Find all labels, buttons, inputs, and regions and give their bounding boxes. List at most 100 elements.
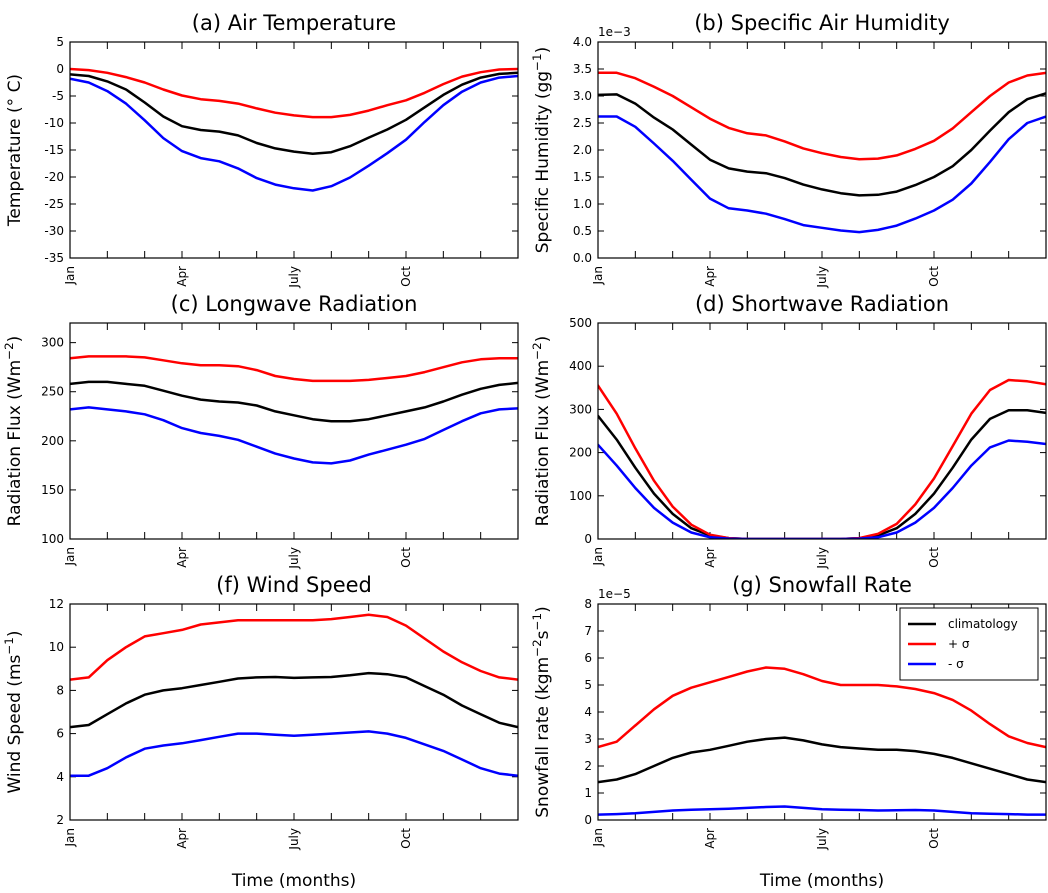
y-tick-label: 300 [569,402,592,416]
x-tick-label: Apr [175,266,189,287]
x-tick-label: Jan [63,828,77,848]
y-tick-label: 200 [41,434,64,448]
series-line-plus-sigma [598,666,1046,749]
series-line-climatology [598,92,1046,197]
legend-label: - σ [948,657,964,671]
y-tick-label: 2.5 [573,116,592,130]
x-tick-label: Jan [63,266,77,286]
chart-title: (d) Shortwave Radiation [695,292,949,316]
axis-multiplier: 1e−5 [598,587,631,601]
chart-panel-air-temperature: (a) Air Temperature 5 0 -5 -10 -15 -20 -25 -30 -3… [5,11,519,289]
x-tick-label: Jan [591,547,605,567]
y-tick-label: 3 [584,732,592,746]
y-tick-label: 0.0 [573,251,592,265]
x-axis-label: Time (months) [759,871,884,891]
series-line-minus-sigma [598,115,1046,234]
y-axis-label: Radiation Flux (Wm−2) [530,336,553,527]
plot-frame [597,41,1047,259]
series-line-minus-sigma [598,439,1046,539]
y-tick-label: 5 [584,678,592,692]
series-group [70,67,518,192]
series-line-plus-sigma [598,71,1046,161]
plot-frame [69,41,519,259]
y-axis-label: Specific Humidity (gg−1) [530,47,553,253]
series-group [70,355,518,465]
x-tick-label: Oct [927,266,941,287]
y-tick-label: 8 [56,683,64,697]
y-tick-label: 400 [569,359,592,373]
x-tick-label: Jan [591,828,605,848]
y-tick-label: 3.5 [573,62,592,76]
chart-title: (c) Longwave Radiation [171,292,418,316]
y-tick-label: 0.5 [573,224,592,238]
x-tick-label: Oct [399,828,413,849]
y-tick-label: 1.0 [573,197,592,211]
y-tick-label: 250 [41,385,64,399]
series-group [598,666,1046,816]
y-axis-label: Radiation Flux (Wm−2) [2,336,25,527]
x-tick-label: Jan [63,547,77,567]
series-line-minus-sigma [598,805,1046,816]
x-tick-label: July [815,547,829,570]
axis-multiplier: 1e−3 [598,25,631,39]
y-tick-label: 10 [49,640,64,654]
x-tick-label: Oct [927,828,941,849]
x-tick-label: Oct [399,547,413,568]
y-tick-label: 3.0 [573,89,592,103]
y-tick-label: -15 [44,143,64,157]
y-tick-label: -10 [44,116,64,130]
y-tick-label: 500 [569,316,592,330]
series-line-minus-sigma [70,406,518,465]
y-axis-label: Snowfall rate (kgm−2s−1) [530,606,553,817]
series-line-climatology [70,671,518,729]
y-tick-label: 2.0 [573,143,592,157]
series-group [598,378,1046,539]
y-tick-label: 4 [584,705,592,719]
y-tick-label: -5 [52,89,64,103]
series-line-climatology [70,380,518,423]
y-tick-label: 150 [41,483,64,497]
plot-frame [69,322,519,540]
chart-title: (f) Wind Speed [216,573,372,597]
y-tick-label: -30 [44,224,64,238]
plot-frame [597,322,1047,540]
y-tick-label: 0 [56,62,64,76]
series-group [598,71,1046,234]
chart-title: (b) Specific Air Humidity [694,11,950,35]
y-tick-label: 300 [41,336,64,350]
y-tick-label: 0 [584,532,592,546]
series-line-climatology [598,409,1046,539]
series-line-plus-sigma [70,67,518,119]
plot-frame [597,603,1047,821]
series-line-climatology [70,71,518,156]
x-tick-label: Oct [399,266,413,287]
y-tick-label: 4.0 [573,35,592,49]
series-line-plus-sigma [70,355,518,383]
x-tick-label: Apr [703,266,717,287]
series-line-plus-sigma [70,613,518,681]
y-tick-label: 100 [569,489,592,503]
series-group [70,613,518,777]
x-tick-label: July [287,828,301,851]
x-tick-label: Jan [591,266,605,286]
y-tick-label: 8 [584,597,592,611]
legend: climatology + σ - σ [899,607,1039,681]
legend-label: climatology [948,617,1018,631]
plot-frame [69,603,519,821]
y-tick-label: -25 [44,197,64,211]
y-tick-label: 1.5 [573,170,592,184]
y-axis-label: Temperature (° C) [5,74,25,227]
x-tick-label: July [815,266,829,289]
x-tick-label: Apr [175,828,189,849]
chart-panel-shortwave-radiation: (d) Shortwave Radiation5004003002001000J… [530,292,1047,570]
y-tick-label: 100 [41,532,64,546]
series-line-minus-sigma [70,74,518,192]
legend-label: + σ [948,637,970,651]
x-tick-label: July [815,828,829,851]
y-tick-label: 1 [584,786,592,800]
y-tick-label: 12 [49,597,64,611]
series-line-minus-sigma [70,730,518,777]
